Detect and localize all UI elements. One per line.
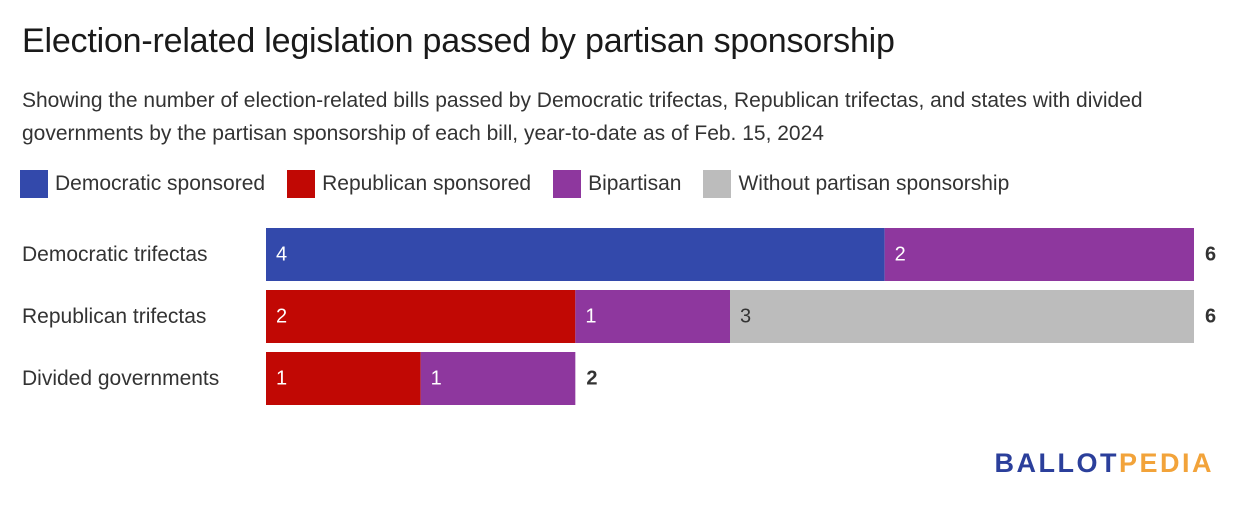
legend-item-nonpartisan: Without partisan sponsorship bbox=[703, 170, 1009, 198]
legend: Democratic sponsored Republican sponsore… bbox=[20, 170, 1031, 198]
legend-item-bipartisan: Bipartisan bbox=[553, 170, 681, 198]
legend-swatch-nonpartisan bbox=[703, 170, 732, 198]
row-label-republican-trifectas: Republican trifectas bbox=[22, 305, 206, 328]
logo-part-pedia: PEDIA bbox=[1118, 448, 1214, 478]
data-label-democratic-trifectas-bipartisan: 2 bbox=[895, 244, 906, 266]
legend-label-republican: Republican sponsored bbox=[322, 172, 532, 195]
row-label-democratic-trifectas: Democratic trifectas bbox=[22, 243, 208, 266]
legend-label-democratic: Democratic sponsored bbox=[55, 172, 266, 195]
total-label-democratic-trifectas: 6 bbox=[1205, 244, 1216, 266]
data-label-democratic-trifectas-democratic-sponsored: 4 bbox=[276, 244, 287, 266]
data-label-republican-trifectas-without-partisan-sponsorship: 3 bbox=[740, 306, 751, 328]
total-label-divided-governments: 2 bbox=[586, 368, 597, 390]
bar-segment-republican-trifectas-without-partisan-sponsorship bbox=[730, 290, 1194, 343]
bar-segment-republican-trifectas-republican-sponsored bbox=[266, 290, 576, 343]
data-label-republican-trifectas-bipartisan: 1 bbox=[585, 306, 596, 328]
bar-segment-republican-trifectas-bipartisan bbox=[575, 290, 730, 343]
bar-segment-divided-governments-bipartisan bbox=[420, 352, 576, 405]
legend-item-democratic: Democratic sponsored bbox=[20, 170, 265, 198]
legend-swatch-bipartisan bbox=[553, 170, 582, 198]
legend-swatch-republican bbox=[287, 170, 316, 198]
row-label-divided-governments: Divided governments bbox=[22, 367, 219, 390]
legend-swatch-democratic bbox=[20, 170, 48, 198]
chart-subtitle: Showing the number of election-related b… bbox=[22, 89, 1143, 145]
logo-part-ballot: BALLOT bbox=[994, 448, 1119, 478]
legend-label-nonpartisan: Without partisan sponsorship bbox=[738, 172, 1010, 195]
bar-segment-divided-governments-republican-sponsored bbox=[266, 352, 421, 405]
data-label-divided-governments-bipartisan: 1 bbox=[431, 368, 442, 390]
ballotpedia-logo: BALLOTPEDIA bbox=[994, 448, 1214, 479]
legend-label-bipartisan: Bipartisan bbox=[588, 172, 682, 195]
data-label-republican-trifectas-republican-sponsored: 2 bbox=[276, 306, 287, 328]
bar-segment-democratic-trifectas-democratic-sponsored bbox=[266, 228, 885, 281]
data-label-divided-governments-republican-sponsored: 1 bbox=[276, 368, 287, 390]
chart-title: Election-related legislation passed by p… bbox=[22, 22, 895, 60]
total-label-republican-trifectas: 6 bbox=[1205, 306, 1216, 328]
bar-segment-democratic-trifectas-bipartisan bbox=[884, 228, 1194, 281]
legend-item-republican: Republican sponsored bbox=[287, 170, 531, 198]
